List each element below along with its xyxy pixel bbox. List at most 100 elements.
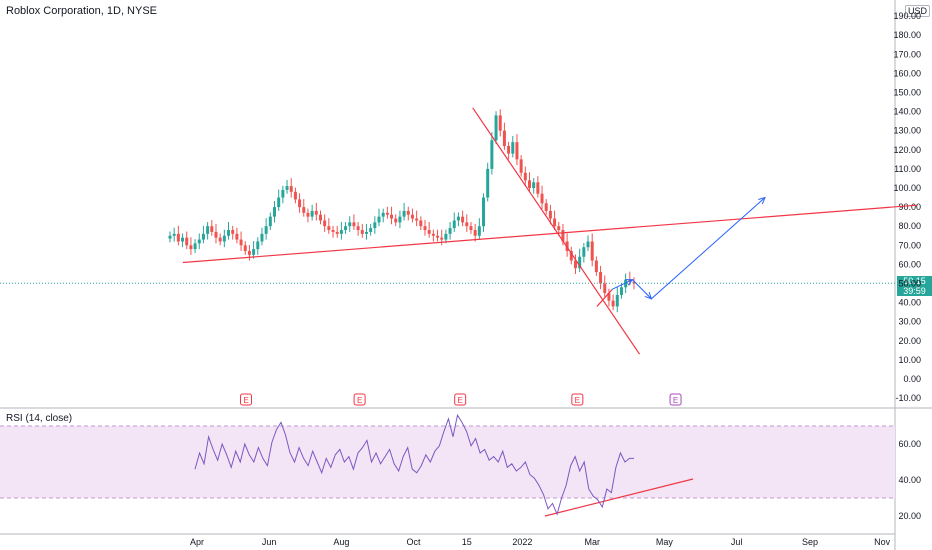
- candle-body: [339, 230, 343, 234]
- projection-path: [612, 197, 766, 300]
- candle-body: [532, 182, 536, 188]
- candle-body: [573, 260, 577, 269]
- candle-body: [410, 214, 414, 219]
- time-axis: Apr Jun Aug Oct 15 2022 Mar May Jul Sep Nov: [190, 537, 891, 547]
- currency-badge[interactable]: USD: [905, 5, 931, 17]
- time-tick-label: Nov: [874, 537, 891, 547]
- last-price-tag: 50.15 39:59: [897, 276, 932, 296]
- candle-body: [172, 233, 176, 236]
- candle-body: [268, 216, 272, 227]
- candle-body: [452, 220, 456, 229]
- rsi-line: [194, 413, 634, 516]
- candle-body: [390, 214, 394, 219]
- candle-body: [619, 287, 623, 295]
- earnings-marker: E: [454, 393, 467, 406]
- candle-body: [632, 281, 636, 284]
- candle-body: [603, 283, 607, 294]
- candle-body: [298, 199, 302, 208]
- earnings-marker-box: [454, 393, 467, 406]
- candle-body: [436, 235, 440, 238]
- candle-body: [427, 230, 431, 234]
- candle-body: [465, 222, 469, 227]
- candle-body: [352, 222, 356, 227]
- candle-body: [323, 220, 327, 227]
- candle-body: [477, 226, 481, 236]
- earnings-marker-label: E: [673, 396, 678, 405]
- chart-title: Roblox Corporation, 1D, NYSE: [6, 5, 158, 17]
- candle-body: [440, 237, 444, 240]
- time-tick-label: Oct: [407, 537, 422, 547]
- earnings-marker-label: E: [458, 396, 463, 405]
- price-tick-label: 20.00: [898, 336, 921, 346]
- candle-body: [385, 212, 389, 215]
- price-tick-label: 40.00: [898, 298, 921, 308]
- candle-body: [486, 168, 490, 198]
- candle-body: [331, 230, 335, 232]
- candle-body: [461, 216, 465, 223]
- candle-body: [536, 182, 540, 194]
- price-tick-label: 180.00: [893, 30, 921, 40]
- time-tick-label: 2022: [512, 537, 532, 547]
- candle-body: [590, 241, 594, 261]
- candle-body: [482, 197, 486, 227]
- candle-body: [498, 115, 502, 131]
- price-tick-label: 170.00: [893, 49, 921, 59]
- candle-body: [231, 230, 235, 234]
- candle-body: [247, 251, 251, 255]
- candle-body: [181, 237, 185, 242]
- candle-body: [193, 243, 197, 250]
- candle-body: [348, 222, 352, 227]
- candle-body: [607, 293, 611, 301]
- candle-body: [507, 145, 511, 154]
- candle-body: [306, 212, 310, 217]
- bar-countdown: 39:59: [903, 286, 926, 296]
- price-tick-label: 160.00: [893, 68, 921, 78]
- candle-body: [511, 142, 515, 154]
- candle-body: [502, 130, 506, 146]
- price-tick-label: -10.00: [895, 393, 921, 403]
- earnings-marker: E: [669, 393, 682, 406]
- time-tick-label: Sep: [802, 537, 818, 547]
- candle-body: [239, 239, 243, 246]
- candle-body: [364, 231, 368, 234]
- candle-body: [273, 207, 277, 217]
- candle-body: [222, 235, 226, 242]
- candle-body: [235, 233, 239, 240]
- candle-body: [289, 186, 293, 192]
- earnings-marker-box: [669, 393, 682, 406]
- candle-body: [327, 226, 331, 231]
- earnings-marker-box: [353, 393, 366, 406]
- rsi-tick-label: 60.00: [898, 439, 921, 449]
- candle-body: [398, 216, 402, 223]
- price-tick-label: 190.00: [893, 11, 921, 21]
- rsi-tick-label: 20.00: [898, 511, 921, 521]
- candle-body: [356, 226, 360, 231]
- candle-body: [168, 235, 172, 239]
- candle-body: [197, 239, 201, 244]
- price-tick-label: 150.00: [893, 88, 921, 98]
- candle-body: [189, 245, 193, 250]
- candle-body: [377, 216, 381, 223]
- price-tick-label: 120.00: [893, 145, 921, 155]
- candle-body: [335, 231, 339, 234]
- trendline: [182, 204, 917, 264]
- candle-body: [218, 237, 222, 242]
- candle-body: [243, 245, 247, 252]
- candle-body: [548, 210, 552, 219]
- projection-arrowhead: [758, 196, 766, 205]
- candle-body: [344, 226, 348, 231]
- candle-body: [419, 220, 423, 227]
- candle-body: [293, 191, 297, 200]
- candle-body: [624, 279, 628, 288]
- time-tick-label: Aug: [333, 537, 349, 547]
- candle-body: [185, 237, 189, 246]
- rsi-axis: 60.00 40.00 20.00: [898, 439, 921, 521]
- candle-body: [318, 214, 322, 221]
- candle-body: [469, 226, 473, 231]
- candle-body: [314, 210, 318, 215]
- candle-body: [210, 226, 214, 232]
- price-tick-label: 140.00: [893, 107, 921, 117]
- earnings-marker-box: [240, 393, 253, 406]
- price-tick-label: 90.00: [898, 202, 921, 212]
